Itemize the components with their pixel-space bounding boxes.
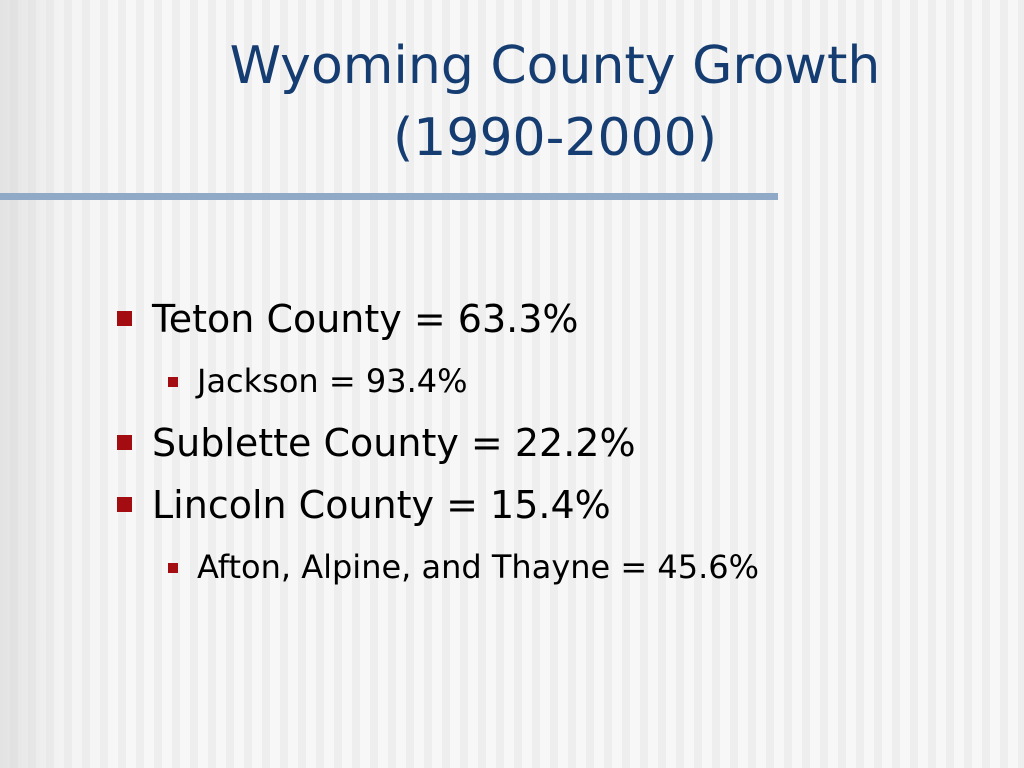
title-rule (0, 193, 778, 200)
bullet-item: Teton County = 63.3% (0, 288, 1024, 350)
bullet-item: Lincoln County = 15.4% (0, 474, 1024, 536)
bullet-item: Sublette County = 22.2% (0, 412, 1024, 474)
sub-bullet-item: Jackson = 93.4% (0, 350, 1024, 412)
sub-bullet-item: Afton, Alpine, and Thayne = 45.6% (0, 536, 1024, 598)
slide-title: Wyoming County Growth (1990-2000) (229, 36, 881, 168)
bullet-list: Teton County = 63.3% Jackson = 93.4% Suble… (0, 288, 1024, 598)
